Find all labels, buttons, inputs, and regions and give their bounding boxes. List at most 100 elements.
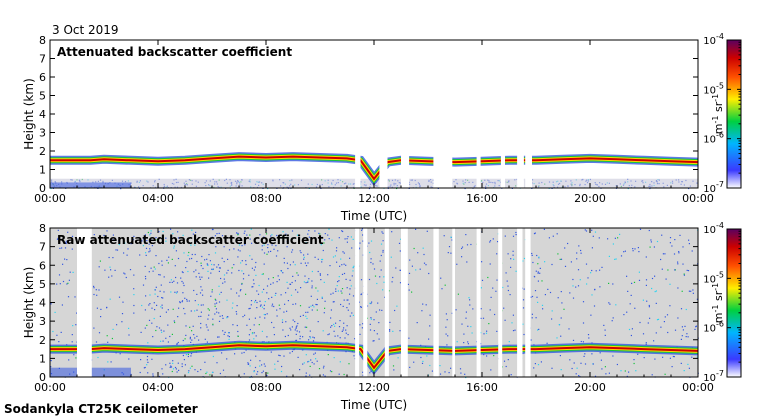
noise-speck — [338, 280, 340, 282]
noise-speck — [176, 371, 178, 373]
noise-speck — [415, 228, 417, 230]
y-tick-label: 5 — [39, 278, 46, 291]
axes: 0 1 2 3 4 5 6 7 8 00:00 04:00 08:00 12:00 16:00 20:00 0… — [34, 222, 714, 394]
x-tick-label: 08:00 — [250, 381, 282, 394]
noise-speck — [337, 281, 339, 283]
noise-speck — [369, 329, 372, 331]
noise-speck — [537, 329, 539, 331]
noise-speck — [455, 309, 457, 311]
noise-speck — [337, 335, 339, 337]
noise-speck — [305, 354, 307, 356]
noise-speck — [235, 311, 237, 313]
noise-speck — [172, 308, 174, 310]
noise-speck — [324, 300, 326, 302]
noise-speck — [305, 375, 307, 377]
noise-speck — [50, 360, 52, 362]
noise-speck — [661, 234, 663, 236]
noise-speck — [281, 365, 283, 368]
noise-speck — [188, 300, 190, 302]
noise-speck — [686, 333, 688, 335]
noise-speck — [578, 375, 580, 377]
noise-speck — [531, 317, 533, 319]
noise-speck — [389, 329, 391, 331]
noise-speck — [645, 342, 647, 344]
noise-speck — [153, 302, 155, 304]
noise-speck — [228, 336, 230, 338]
noise-speck — [316, 298, 318, 300]
noise-speck — [447, 335, 449, 337]
noise-speck — [507, 289, 509, 292]
y-tick-label: 6 — [39, 259, 46, 272]
gap-column — [517, 40, 524, 188]
plot-area-background — [50, 40, 698, 188]
noise-speck — [469, 304, 471, 306]
noise-speck — [460, 372, 462, 374]
noise-speck — [275, 255, 278, 257]
noise-speck — [392, 276, 394, 279]
noise-speck — [470, 326, 472, 328]
noise-speck — [544, 261, 546, 263]
noise-speck — [145, 295, 147, 297]
noise-speck — [585, 230, 588, 232]
noise-speck — [93, 234, 95, 236]
noise-speck — [71, 341, 73, 343]
noise-speck — [198, 272, 200, 274]
noise-speck — [104, 269, 106, 271]
noise-speck — [146, 359, 148, 361]
noise-speck — [392, 330, 394, 332]
noise-speck — [590, 272, 592, 274]
noise-speck — [170, 366, 173, 368]
noise-speck — [376, 282, 378, 285]
noise-speck — [669, 242, 671, 244]
noise-speck — [285, 292, 287, 294]
noise-speck — [461, 256, 463, 258]
noise-speck — [382, 289, 384, 291]
noise-speck — [261, 273, 263, 275]
noise-speck — [277, 275, 279, 277]
noise-speck — [68, 279, 70, 281]
noise-speck — [66, 259, 68, 261]
panel-title: Raw attenuated backscatter coefficient — [57, 233, 324, 247]
noise-speck — [148, 319, 151, 321]
noise-speck — [270, 250, 272, 252]
noise-speck — [266, 253, 268, 255]
noise-speck — [146, 324, 148, 326]
noise-speck — [692, 292, 694, 294]
noise-speck — [216, 362, 218, 364]
noise-speck — [227, 316, 229, 318]
noise-speck — [150, 232, 152, 234]
noise-speck — [206, 326, 208, 328]
noise-speck — [65, 241, 67, 243]
noise-speck — [251, 286, 253, 288]
noise-speck — [305, 265, 308, 267]
noise-speck — [332, 256, 335, 258]
noise-speck — [339, 265, 341, 267]
noise-speck — [152, 373, 154, 375]
noise-speck — [409, 259, 411, 261]
noise-speck — [187, 353, 189, 355]
noise-speck — [133, 312, 135, 314]
noise-speck — [639, 321, 641, 324]
colorbar-tick-label: 10-7 — [703, 369, 724, 384]
noise-speck — [444, 284, 446, 286]
x-tick-label: 12:00 — [358, 192, 390, 205]
noise-speck — [322, 367, 325, 369]
noise-speck — [303, 281, 305, 283]
noise-speck — [299, 335, 301, 337]
noise-speck — [251, 258, 253, 260]
noise-speck — [310, 305, 312, 307]
noise-speck — [673, 253, 676, 255]
noise-speck — [314, 256, 316, 258]
noise-speck — [394, 309, 396, 312]
noise-speck — [333, 357, 335, 359]
noise-speck — [112, 234, 114, 236]
noise-speck — [175, 368, 177, 370]
noise-speck — [645, 343, 647, 345]
noise-speck — [189, 258, 191, 260]
noise-speck — [200, 304, 202, 306]
noise-speck — [263, 363, 265, 365]
data-gaps — [77, 228, 531, 377]
noise-speck — [217, 264, 220, 266]
noise-speck — [144, 309, 146, 311]
y-tick-label: 7 — [39, 241, 46, 254]
